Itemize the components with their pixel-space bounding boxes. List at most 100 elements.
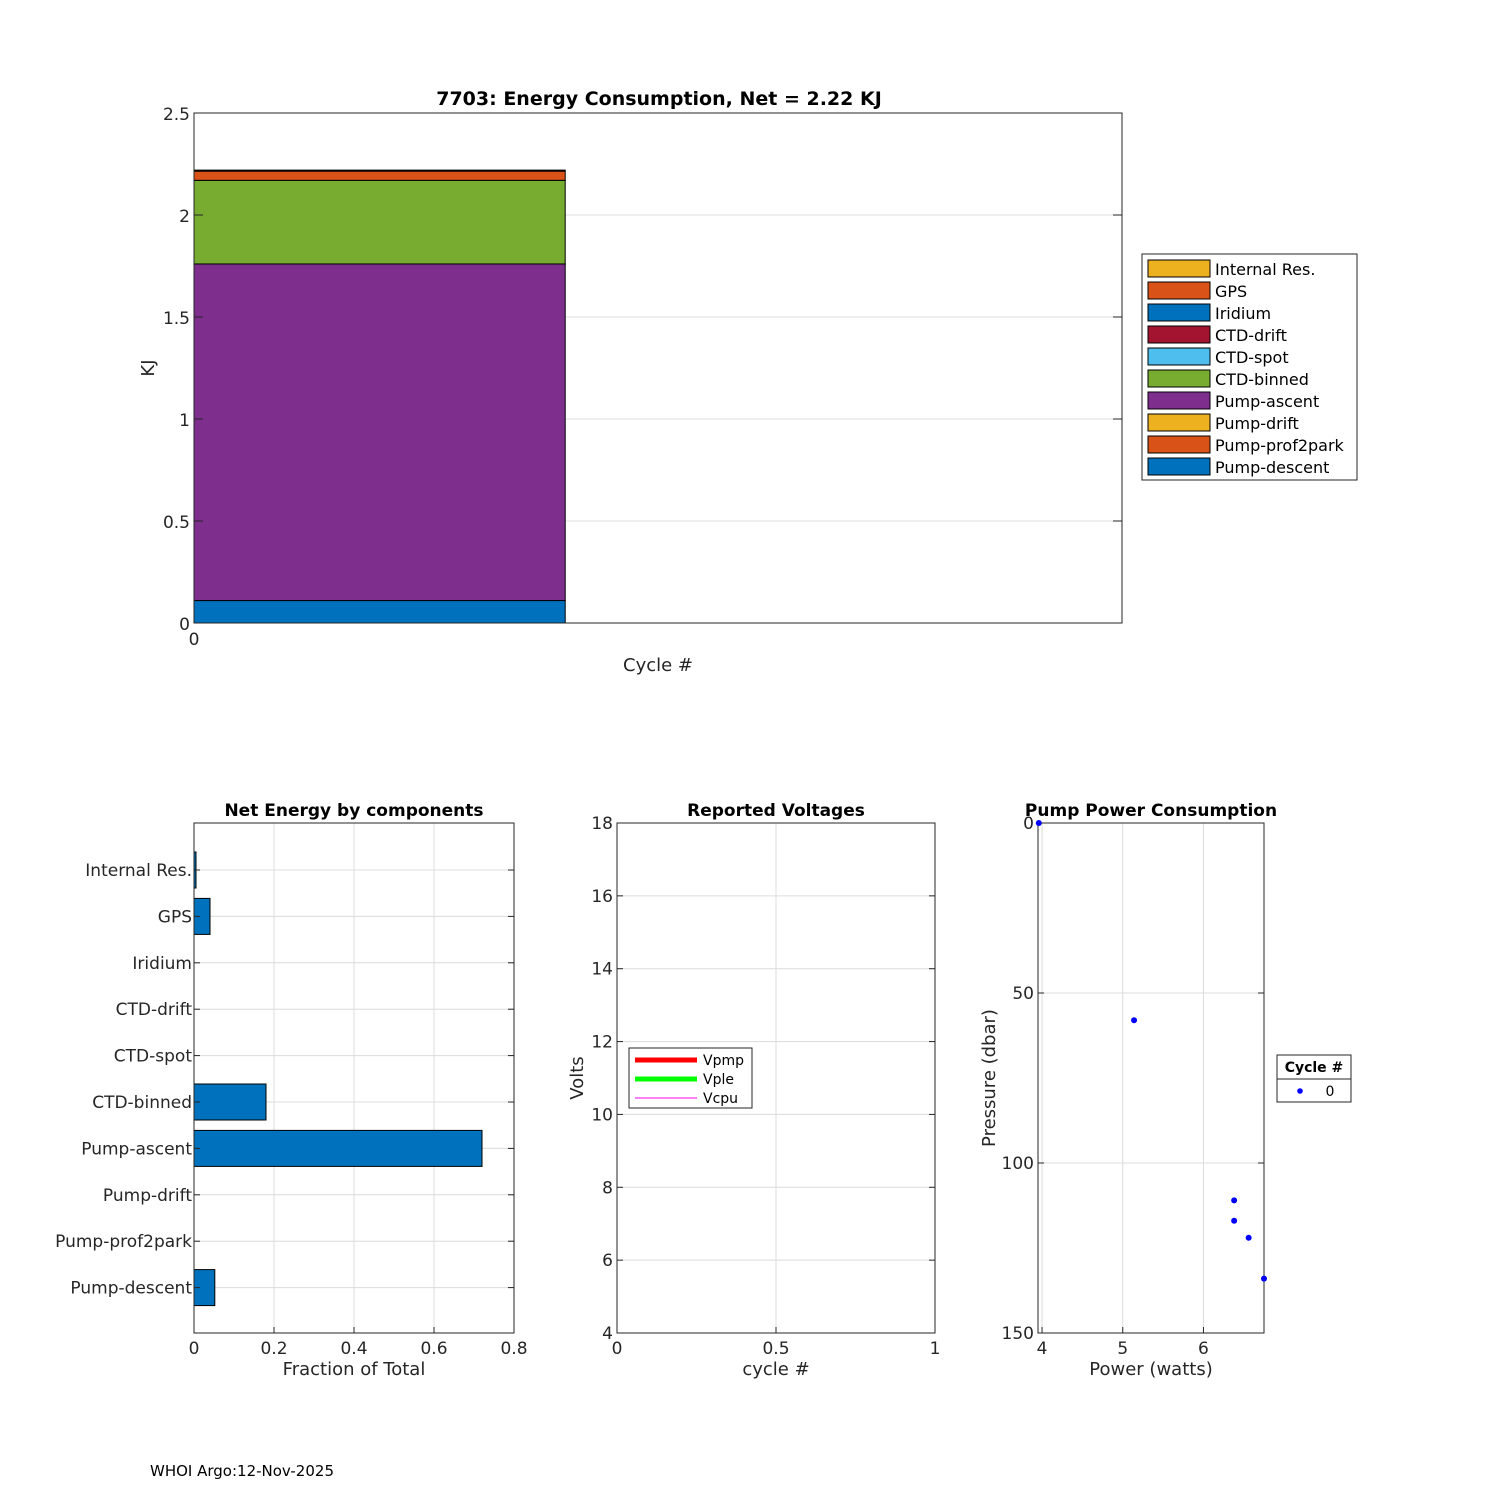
energy-plot-frame (193, 112, 1123, 624)
pump-ytick-label: 150 (1002, 1324, 1034, 1344)
energy-ytick-label: 1.5 (163, 309, 190, 329)
energy-legend-label: CTD-drift (1215, 326, 1287, 345)
energy-legend-label: Pump-prof2park (1215, 436, 1345, 455)
energy-xtick-label: 0 (189, 630, 200, 650)
energy-legend-label: Iridium (1215, 304, 1271, 323)
energy-chart-title: 7703: Energy Consumption, Net = 2.22 KJ (436, 88, 882, 110)
voltage-legend: Vpmp Vple Vcpu (628, 1047, 753, 1109)
pump-ytick-label: 50 (1012, 984, 1034, 1004)
fraction-category-label: CTD-spot (114, 1047, 193, 1067)
fraction-category-label: Pump-ascent (81, 1139, 192, 1159)
voltage-ytick-label: 8 (602, 1178, 613, 1198)
voltage-legend-label: Vple (703, 1072, 734, 1088)
voltage-legend-label: Vcpu (703, 1091, 738, 1107)
voltage-ytick-label: 14 (591, 960, 613, 980)
pump-legend-title: Cycle # (1285, 1060, 1344, 1076)
pump-data-point (1231, 1197, 1238, 1204)
voltage-xtick-label: 1 (930, 1339, 941, 1359)
energy-legend-swatch (1147, 281, 1211, 300)
fraction-xtick-label: 0.4 (340, 1339, 367, 1359)
voltage-ytick-label: 12 (591, 1033, 613, 1053)
energy-legend-label: Pump-drift (1215, 414, 1299, 433)
pump-xtick-label: 6 (1198, 1339, 1209, 1359)
voltage-xtick-label: 0 (612, 1339, 623, 1359)
pump-chart-title: Pump Power Consumption (1025, 801, 1277, 821)
pump-y-label: Pressure (dbar) (979, 1009, 1000, 1147)
energy-legend-swatch (1147, 325, 1211, 344)
energy-ytick-label: 2 (179, 207, 190, 227)
fraction-category-label: Internal Res. (85, 861, 192, 881)
voltage-chart-title: Reported Voltages (687, 801, 865, 821)
energy-legend-label: GPS (1215, 282, 1247, 301)
pump-legend: Cycle # 0 (1276, 1054, 1352, 1103)
fraction-chart-title: Net Energy by components (224, 801, 483, 821)
pump-data-point (1231, 1217, 1238, 1224)
voltage-x-label: cycle # (742, 1359, 809, 1380)
fraction-xtick-label: 0 (189, 1339, 200, 1359)
energy-legend-swatch (1147, 347, 1211, 366)
pump-legend-label: 0 (1326, 1084, 1335, 1100)
energy-x-label: Cycle # (623, 655, 693, 676)
pump-ytick-label: 0 (1023, 814, 1034, 834)
energy-bar-segment (193, 263, 566, 602)
voltage-ytick-label: 18 (591, 814, 613, 834)
fraction-category-label: CTD-drift (116, 1000, 193, 1020)
fraction-category-label: GPS (158, 907, 192, 927)
pump-chart: Pump Power Consumption 4 5 6 0 50 100 150 Powe… (979, 801, 1352, 1380)
energy-legend-swatch (1147, 435, 1211, 454)
fraction-category-label: CTD-binned (92, 1093, 192, 1113)
energy-bar-segment (193, 169, 566, 172)
energy-legend-swatch (1147, 259, 1211, 278)
voltage-legend-label: Vpmp (703, 1053, 744, 1069)
energy-bar-segment (193, 170, 566, 181)
energy-legend-label: Pump-ascent (1215, 392, 1319, 411)
energy-legend-label: Internal Res. (1215, 260, 1315, 279)
pump-x-label: Power (watts) (1089, 1359, 1212, 1380)
voltage-ytick-label: 6 (602, 1251, 613, 1271)
pump-data-point (1131, 1017, 1138, 1024)
energy-ytick-label: 1 (179, 411, 190, 431)
voltage-ytick-label: 16 (591, 887, 613, 907)
fraction-xtick-label: 0.6 (420, 1339, 447, 1359)
energy-y-label: KJ (138, 359, 159, 376)
pump-plot-frame (1037, 822, 1265, 1334)
energy-legend-swatch (1147, 369, 1211, 388)
pump-data-point (1035, 820, 1042, 826)
fraction-category-label: Pump-descent (70, 1279, 192, 1299)
voltage-y-label: Volts (567, 1056, 588, 1099)
fraction-x-label: Fraction of Total (283, 1359, 426, 1380)
energy-legend-label: CTD-binned (1215, 370, 1309, 389)
energy-ytick-label: 2.5 (163, 105, 190, 125)
fraction-category-label: Pump-drift (103, 1186, 192, 1206)
fraction-bar (193, 1083, 267, 1121)
pump-legend-marker (1297, 1088, 1303, 1094)
voltage-ytick-label: 4 (602, 1324, 613, 1344)
energy-chart: 7703: Energy Consumption, Net = 2.22 KJ … (138, 88, 1358, 676)
energy-legend-swatch (1147, 457, 1211, 476)
energy-legend-label: CTD-spot (1215, 348, 1289, 367)
fraction-xtick-label: 0.2 (260, 1339, 287, 1359)
voltage-ytick-label: 10 (591, 1105, 613, 1125)
energy-legend-swatch (1147, 303, 1211, 322)
energy-bar-segment (193, 600, 566, 624)
fraction-bar (193, 1129, 483, 1167)
pump-ytick-label: 100 (1002, 1154, 1034, 1174)
energy-bar-segment (193, 179, 566, 265)
energy-legend-label: Pump-descent (1215, 458, 1329, 477)
energy-ytick-label: 0.5 (163, 513, 190, 533)
energy-ytick-label: 0 (179, 615, 190, 635)
fraction-category-label: Iridium (132, 954, 192, 974)
pump-data-point (1261, 1275, 1267, 1282)
pump-data-point (1245, 1234, 1252, 1241)
fraction-chart: Net Energy by components 0 0.2 0.4 0.6 0.8 In… (55, 801, 527, 1380)
energy-legend: Internal Res. GPS Iridium CTD-drift CTD-spot… (1141, 253, 1358, 481)
energy-legend-swatch (1147, 413, 1211, 432)
pump-xtick-label: 4 (1037, 1339, 1048, 1359)
pump-xtick-label: 5 (1117, 1339, 1128, 1359)
voltage-xtick-label: 0.5 (762, 1339, 789, 1359)
fraction-xtick-label: 0.8 (500, 1339, 527, 1359)
energy-legend-swatch (1147, 391, 1211, 410)
fraction-category-label: Pump-prof2park (55, 1232, 192, 1252)
